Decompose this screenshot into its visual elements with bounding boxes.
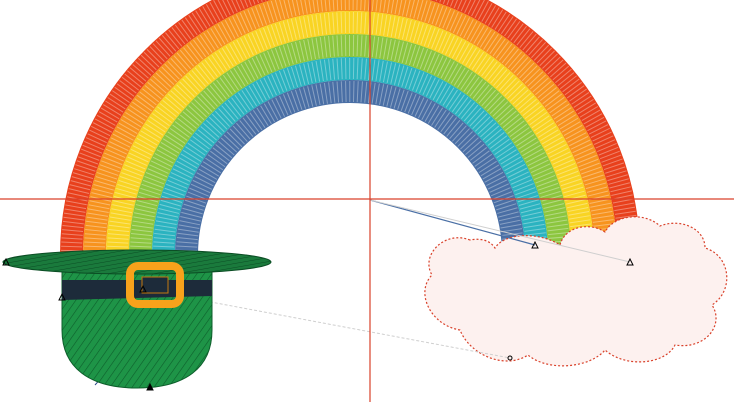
rainbow-band-blue[interactable] [175, 80, 525, 256]
rainbow-band-teal[interactable] [152, 57, 548, 256]
triangle-node-icon [146, 382, 154, 391]
rainbow-stitch-orange [84, 0, 616, 256]
rainbow-band-yellow[interactable] [106, 11, 594, 256]
rainbow-band-green[interactable] [129, 34, 571, 256]
hat-brim [2, 249, 272, 275]
hat-buckle [126, 262, 184, 308]
hat-buckle-inner [141, 276, 169, 294]
rainbow-arc[interactable] [60, 0, 640, 256]
rainbow-band-orange[interactable] [83, 0, 617, 256]
rainbow-band-red[interactable] [60, 0, 640, 256]
circle-node-icon [507, 355, 513, 361]
triangle-node-icon [58, 292, 66, 301]
rainbow-stitch-blue [176, 81, 524, 256]
triangle-node-icon [626, 257, 634, 266]
triangle-node-icon [2, 257, 10, 266]
rainbow-stitch-red [61, 0, 639, 256]
rainbow-stitch-green [130, 35, 570, 256]
rainbow-stitch-teal [153, 58, 547, 256]
hat-group[interactable] [2, 249, 272, 389]
hat-band [62, 280, 212, 300]
triangle-node-icon [139, 284, 147, 293]
rainbow-stitch-yellow [107, 12, 593, 256]
triangle-node-icon [531, 240, 539, 249]
cloud-shape[interactable] [424, 216, 728, 367]
node-markers[interactable] [2, 240, 634, 391]
